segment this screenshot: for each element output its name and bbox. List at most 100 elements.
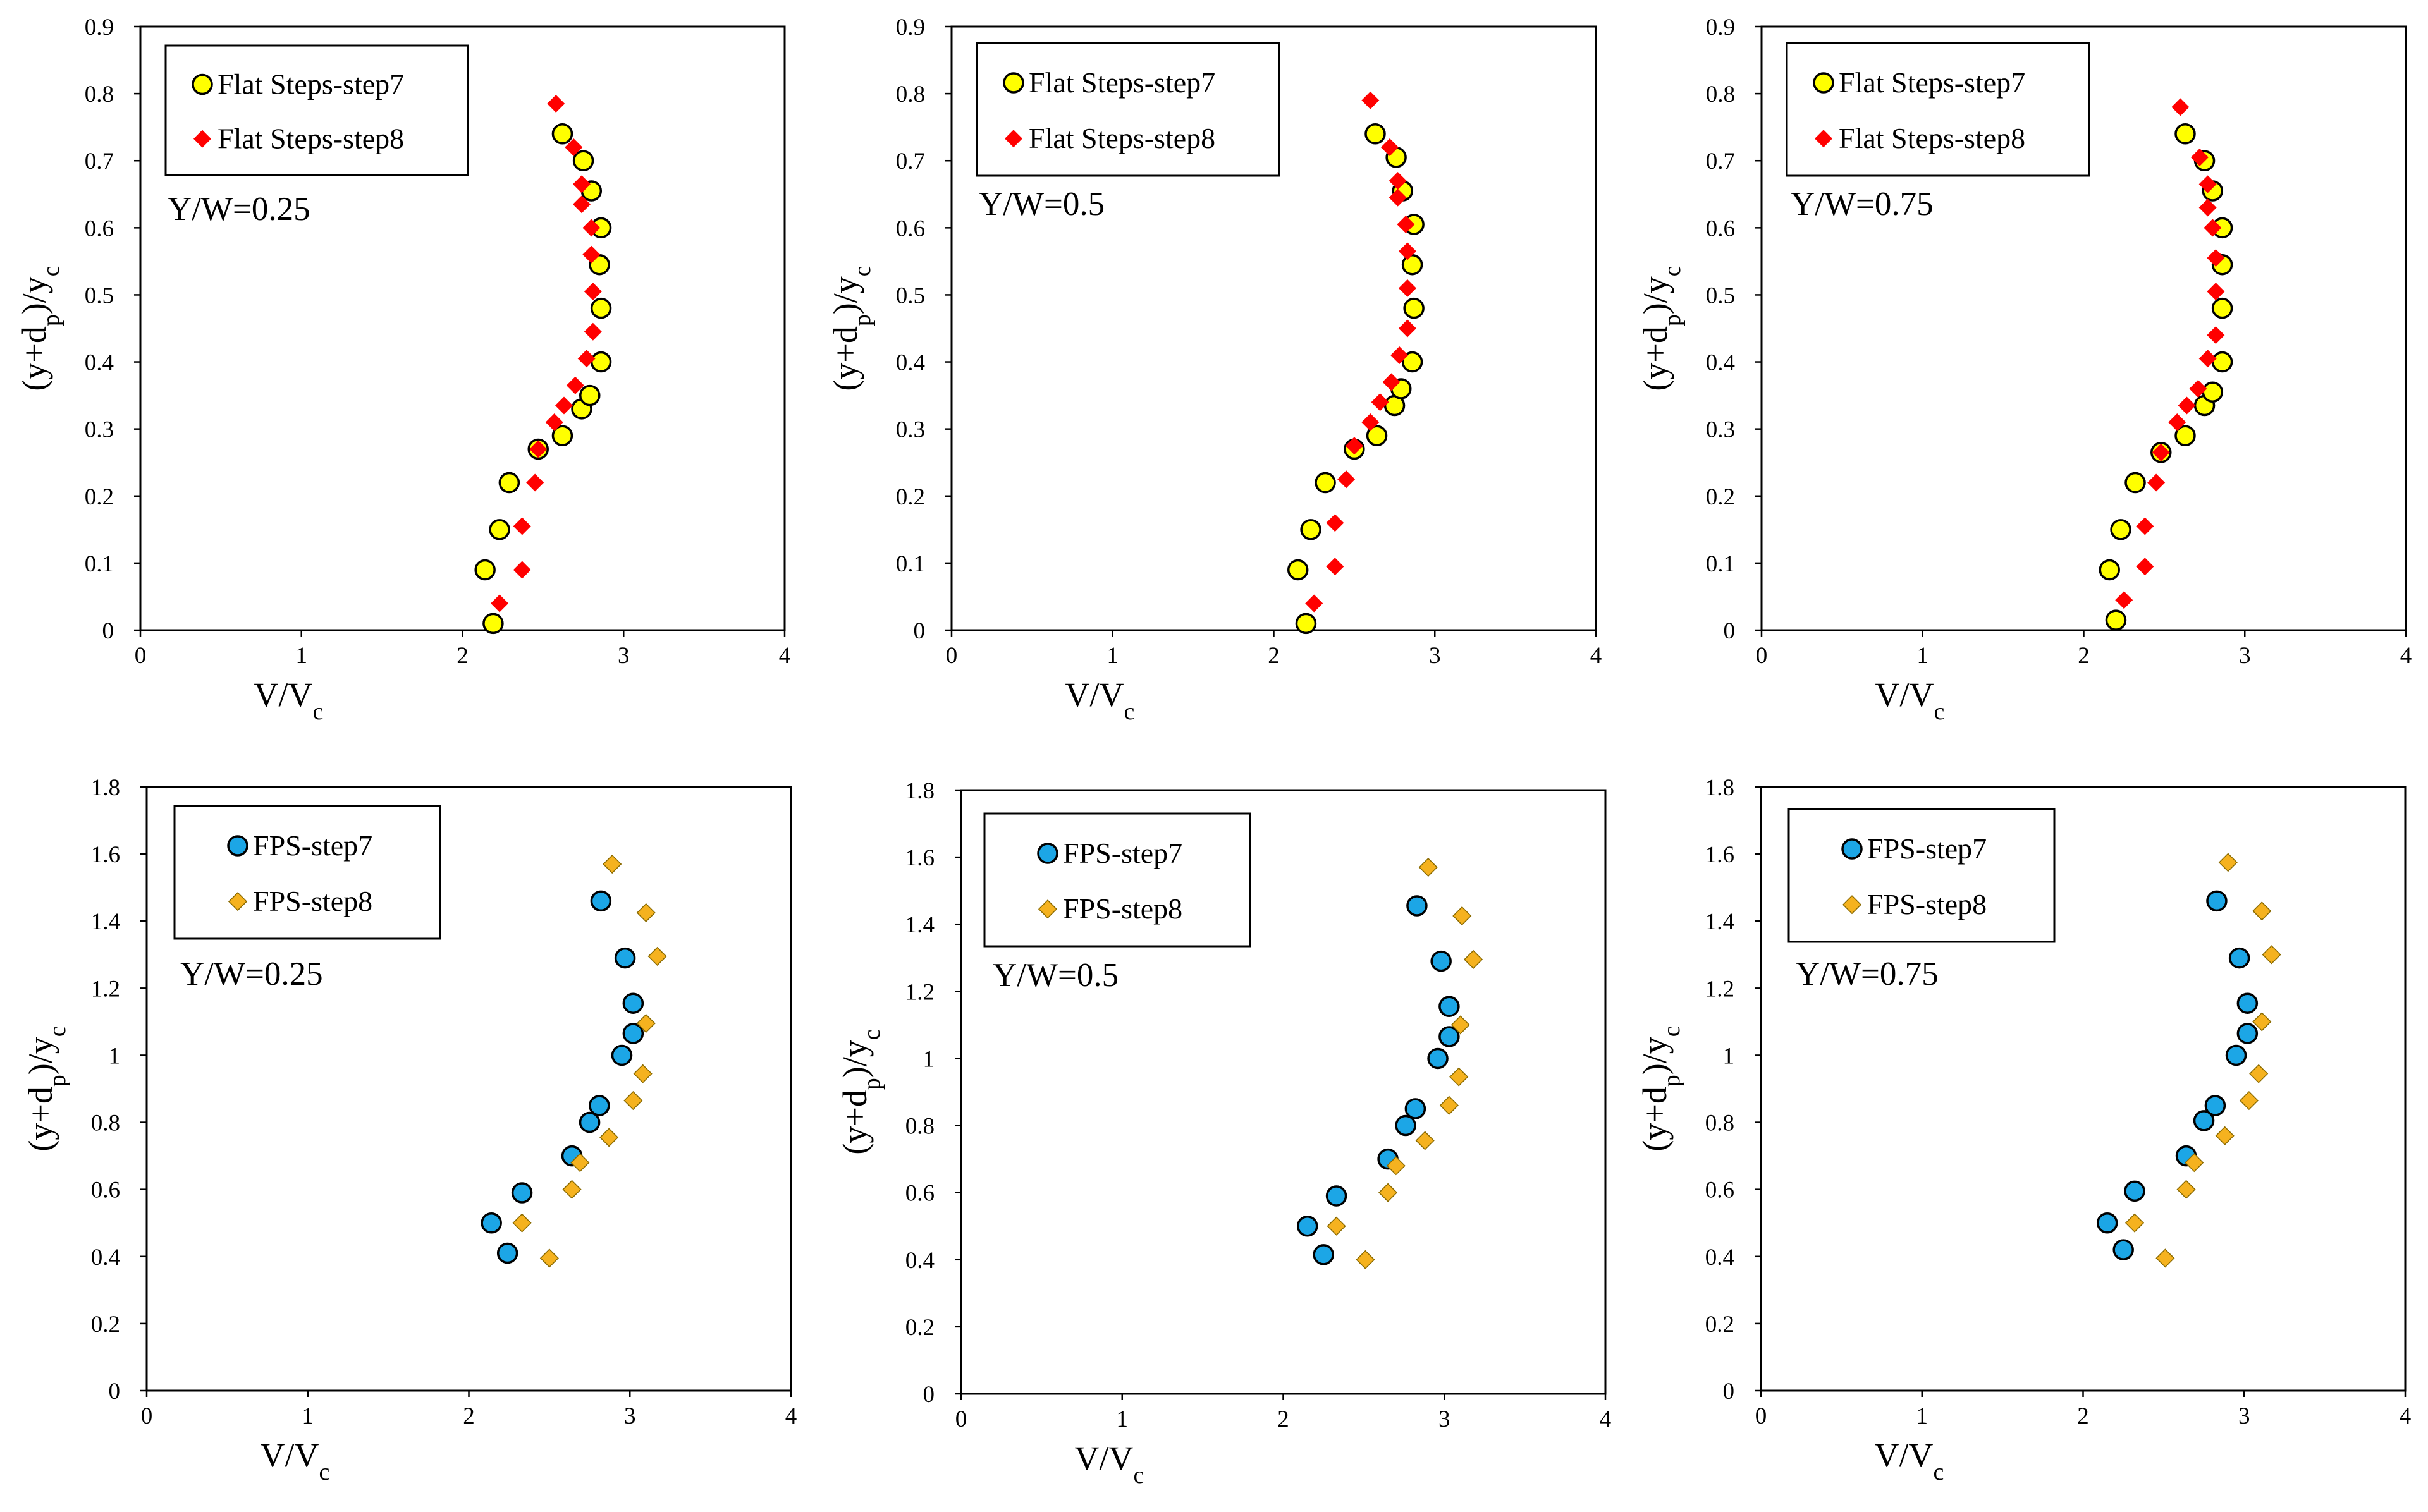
x-axis-label: V/Vc (1875, 676, 1944, 725)
data-point (1366, 425, 1388, 447)
data-point (570, 1153, 590, 1173)
data-point (1389, 188, 1407, 207)
data-point (577, 350, 596, 368)
data-point (2206, 890, 2228, 912)
y-tick-label: 0 (923, 1382, 935, 1408)
annotation-label: Y/W=0.75 (1791, 186, 1934, 223)
series-fps-step8 (1327, 857, 1483, 1269)
x-tick-label: 0 (1755, 1403, 1767, 1429)
data-point (566, 376, 584, 394)
data-point (2124, 472, 2146, 494)
data-point (562, 1180, 582, 1199)
series-fps-step7 (2096, 890, 2259, 1260)
legend-marker (193, 130, 211, 148)
data-point (636, 1013, 656, 1033)
y-tick-label: 0.2 (85, 484, 114, 510)
x-tick-label: 4 (1590, 643, 1602, 669)
data-point (565, 138, 583, 156)
data-point (1371, 393, 1389, 412)
y-tick-label: 0.2 (896, 484, 925, 510)
data-point (2136, 517, 2154, 535)
y-tick-label: 0.7 (896, 149, 925, 174)
legend-box (1786, 42, 2090, 177)
y-tick-label: 1.8 (91, 775, 120, 801)
x-tick-label: 3 (2238, 1403, 2250, 1429)
legend-marker (1037, 843, 1058, 864)
x-tick-label: 2 (457, 643, 469, 669)
series-fps-step7 (1296, 895, 1460, 1265)
series-fps-step8 (512, 854, 667, 1268)
data-point (498, 472, 520, 494)
y-tick-label: 0 (102, 618, 114, 644)
legend-marker (227, 835, 248, 857)
data-point (474, 559, 496, 581)
chart-panel-4: 0 1 2 3 4 0 0.2 0.4 0.6 0.8 1 1.2 1.4 1.6 1.8 V/Vc (y+dp… (21, 775, 797, 1485)
data-point (2096, 1212, 2118, 1234)
data-point (647, 946, 667, 966)
data-point (1313, 1244, 1334, 1265)
legend-marker (1038, 899, 1058, 919)
y-tick-label: 1.6 (905, 845, 935, 871)
y-tick-label: 1.4 (1705, 909, 1734, 935)
x-tick-label: 0 (946, 643, 958, 669)
data-point (1390, 346, 1409, 364)
data-point (2239, 1091, 2259, 1111)
data-point (2110, 519, 2131, 540)
legend-label: FPS-step8 (253, 885, 372, 917)
data-point (512, 1213, 532, 1233)
data-point (529, 440, 548, 458)
y-tick-label: 0.4 (85, 350, 114, 376)
data-point (2202, 381, 2224, 403)
data-point (2152, 443, 2170, 461)
data-point (582, 219, 601, 237)
y-tick-label: 0.4 (896, 350, 925, 376)
data-point (622, 992, 644, 1014)
data-point (599, 1128, 619, 1147)
legend-box (164, 44, 469, 176)
chart-panel-2: 0 1 2 3 4 0 0.1 0.2 0.3 0.4 0.5 0.6 0.7 0.8 0.9 V/Vc (y+… (826, 15, 1602, 725)
x-tick-label: 2 (2078, 643, 2090, 669)
annotation-label: Y/W=0.25 (180, 956, 323, 992)
data-point (611, 1044, 633, 1066)
data-point (2174, 425, 2196, 447)
y-tick-label: 0.3 (1706, 417, 1735, 443)
data-point (579, 1111, 601, 1133)
x-axis-label: V/Vc (260, 1436, 329, 1485)
x-axis-label: V/Vc (1874, 1436, 1944, 1485)
x-tick-label: 4 (2400, 1403, 2412, 1429)
data-point (2174, 123, 2196, 145)
legend-marker (228, 892, 248, 911)
y-tick-label: 1.6 (1705, 842, 1734, 868)
y-tick-label: 1.8 (905, 778, 935, 804)
data-point (2225, 1044, 2247, 1066)
y-tick-label: 0.9 (896, 15, 925, 40)
y-tick-label: 0.1 (85, 551, 114, 577)
x-tick-label: 1 (1917, 643, 1929, 669)
y-axis-label: (y+dp)/yc (826, 265, 876, 391)
y-tick-label: 0.1 (1706, 551, 1735, 577)
data-point (1403, 297, 1425, 319)
data-point (2252, 1012, 2272, 1032)
y-tick-label: 0.4 (1705, 1245, 1734, 1271)
legend-label: Flat Steps-step8 (1839, 122, 2025, 154)
data-point (1427, 1047, 1449, 1070)
y-tick-label: 1.2 (91, 976, 120, 1002)
data-point (2262, 945, 2281, 965)
y-tick-label: 0.4 (91, 1245, 120, 1271)
data-point (2178, 396, 2196, 415)
data-point (555, 396, 573, 415)
y-tick-label: 1 (923, 1046, 935, 1072)
series-flat-steps-step8 (1305, 91, 1416, 613)
y-tick-label: 0.9 (1706, 15, 1735, 40)
data-point (2185, 1153, 2204, 1173)
x-tick-label: 1 (302, 1403, 314, 1429)
data-point (2249, 1064, 2269, 1083)
x-tick-label: 0 (955, 1406, 967, 1432)
data-point (2204, 219, 2222, 237)
data-point (2155, 1248, 2175, 1268)
data-point (2198, 175, 2217, 193)
y-tick-label: 0.6 (91, 1178, 120, 1204)
data-point (551, 425, 573, 447)
y-tick-label: 0.4 (1706, 350, 1735, 376)
data-point (1287, 559, 1309, 581)
